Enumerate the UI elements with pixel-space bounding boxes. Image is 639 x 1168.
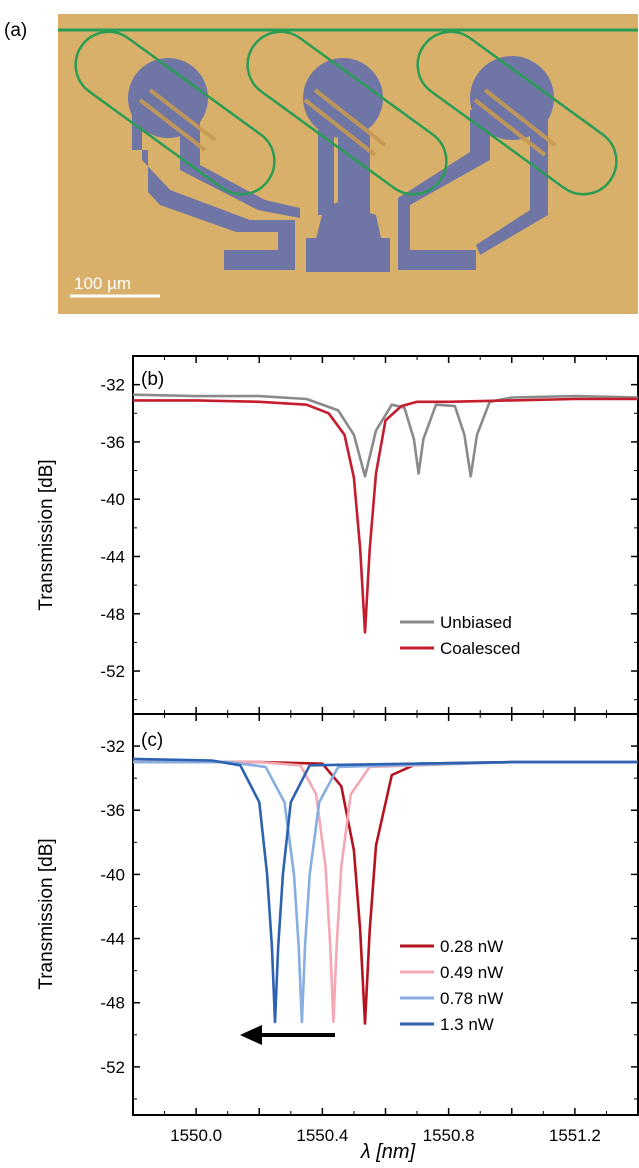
series-line-0-28-nw <box>133 760 638 1025</box>
heaters <box>138 88 557 157</box>
x-tick-label: 1550.0 <box>170 1126 222 1145</box>
x-tick-label: 1550.4 <box>296 1126 348 1145</box>
y-tick-label: -52 <box>100 1058 125 1077</box>
y-tick-label: -32 <box>100 737 125 756</box>
shift-arrow <box>240 1025 335 1045</box>
x-axis-label: λ [nm] <box>360 1141 416 1163</box>
series-line-coalesced <box>133 397 638 634</box>
series-line-0-78-nw <box>133 760 638 1024</box>
panel-c-ylabel: Transmission [dB] <box>36 838 57 989</box>
y-tick-label: -40 <box>100 490 125 509</box>
ring-resonator-right <box>416 30 618 196</box>
y-tick-label: -36 <box>100 801 125 820</box>
charts: (b) (c) Transmission [dB] Transmission [… <box>36 355 639 1163</box>
y-tick-label: -44 <box>100 930 125 949</box>
legend-label: Coalesced <box>440 639 520 658</box>
legend-label: 0.28 nW <box>440 937 503 956</box>
y-tick-label: -48 <box>100 605 125 624</box>
panel-a: (a) <box>4 14 638 314</box>
plot-c: -32 -36 -40 -44 -48 -52 1550.0 1550.4 1550.8 1551… <box>100 714 639 1145</box>
x-tick-label: 1551.2 <box>549 1126 601 1145</box>
panel-b-frame <box>132 355 639 715</box>
series-line-1-3-nw <box>132 757 638 1024</box>
y-tick-label: -36 <box>100 433 125 452</box>
panel-c-frame <box>132 713 639 1116</box>
y-tick-label: -52 <box>100 662 125 681</box>
legend-label: 0.49 nW <box>440 963 503 982</box>
panel-b-ylabel: Transmission [dB] <box>36 459 57 610</box>
y-tick-label: -32 <box>100 376 125 395</box>
ring-resonators <box>74 30 618 196</box>
legend-label: Unbiased <box>440 613 512 632</box>
panel-b-label: (b) <box>141 369 164 390</box>
panel-a-label: (a) <box>4 20 27 41</box>
ring-resonator-left <box>74 30 276 196</box>
y-tick-label: -48 <box>100 994 125 1013</box>
panel-c-label: (c) <box>141 730 163 751</box>
y-tick-label: -40 <box>100 865 125 884</box>
ring-resonator-middle <box>246 30 448 196</box>
plot-b: -32 -36 -40 -44 -48 -52 Unbiased Coalesced <box>100 356 639 714</box>
scale-bar-label: 100 µm <box>74 274 131 293</box>
legend-label: 1.3 nW <box>440 1015 494 1034</box>
electrode-middle <box>303 58 390 272</box>
series-line-unbiased <box>132 393 639 478</box>
x-tick-label: 1550.8 <box>423 1126 475 1145</box>
y-tick-label: -44 <box>100 547 125 566</box>
legend-label: 0.78 nW <box>440 989 503 1008</box>
